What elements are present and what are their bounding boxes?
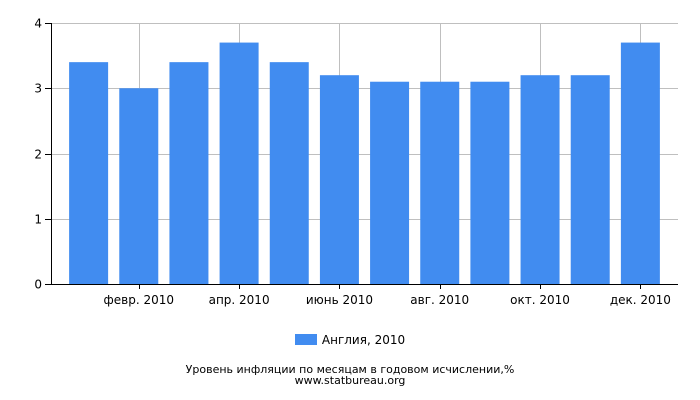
chart-caption: Уровень инфляции по месяцам в годовом ис… <box>0 364 700 386</box>
legend: Англия, 2010 <box>0 333 700 347</box>
axes <box>45 23 678 289</box>
bar <box>169 62 209 285</box>
bar <box>470 81 510 284</box>
bar <box>570 75 610 284</box>
y-tick-label: 2 <box>34 148 42 162</box>
bar <box>69 62 109 285</box>
x-tick-label: апр. 2010 <box>209 293 270 307</box>
legend-swatch <box>294 334 317 345</box>
bar <box>119 88 159 284</box>
bar <box>520 75 560 284</box>
x-tick-label: авг. 2010 <box>410 293 469 307</box>
x-tick-labels: февр. 2010 апр. 2010 июнь 2010 авг. 2010 окт… <box>104 293 671 307</box>
bar <box>319 75 359 284</box>
bar-chart: 0 1 2 3 4 февр. 2010 апр. 2010 июнь 2010 авг. 2… <box>34 17 678 307</box>
bar <box>219 42 259 285</box>
bar <box>620 42 660 285</box>
legend-label: Англия, 2010 <box>321 333 406 347</box>
y-tick-label: 0 <box>34 278 42 292</box>
bars <box>69 42 660 285</box>
x-tick-label: июнь 2010 <box>306 293 373 307</box>
x-tick-label: февр. 2010 <box>104 293 175 307</box>
x-tick-label: дек. 2010 <box>610 293 671 307</box>
bar <box>370 81 410 284</box>
y-tick-labels: 0 1 2 3 4 <box>34 17 42 292</box>
caption-title: Уровень инфляции по месяцам в годовом ис… <box>185 363 515 376</box>
bar <box>269 62 309 285</box>
y-tick-label: 1 <box>34 213 42 227</box>
x-tick-label: окт. 2010 <box>510 293 570 307</box>
y-tick-label: 3 <box>34 82 42 96</box>
bar <box>420 81 460 284</box>
y-tick-label: 4 <box>34 17 42 31</box>
caption-source: www.statbureau.org <box>294 374 406 387</box>
